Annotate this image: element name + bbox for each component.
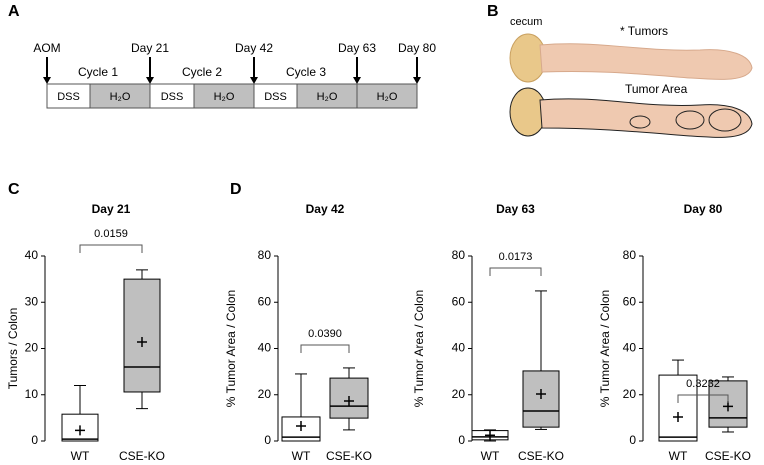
arrow-head [146,77,154,84]
y-tick-label: 20 [25,341,39,355]
chart-title: Day 21 [92,202,131,216]
mean-marker [75,425,85,436]
timeline-segment [356,83,418,109]
mean-marker [137,337,147,348]
y-tick-label: 0 [458,433,465,447]
box [123,278,161,393]
colon-photo [509,33,753,138]
y-tick-label: 20 [258,387,272,401]
segment-label: H₂O [110,91,131,103]
y-tick-label: 40 [452,341,466,355]
segment-label: H₂O [317,91,338,103]
significance-bracket [677,394,729,403]
timeline-marker: AOM [33,41,60,55]
timeline-segment [46,83,91,109]
chart-title: Day 80 [684,202,723,216]
photo-label: cecum [510,16,542,28]
y-tick-label: 60 [452,294,466,308]
y-tick-label: 20 [623,387,637,401]
arrow-head [353,77,361,84]
y-tick-label: 0 [629,433,636,447]
y-axis-label: Tumors / Colon [6,308,20,390]
y-axis-label: % Tumor Area / Colon [224,290,238,407]
timeline-segment [149,83,195,109]
significance-bracket [79,244,143,253]
mean-marker [485,430,495,441]
y-tick-label: 80 [623,248,637,262]
timeline-marker: Day 42 [235,41,273,55]
timeline-segment [253,83,298,109]
photo-label: * Tumors [620,24,668,38]
arrow-head [43,77,51,84]
p-value: 0.0173 [499,251,533,263]
timeline-segment [296,83,358,109]
panel-letter: D [230,181,242,198]
panel-letter: A [8,3,20,20]
y-tick-label: 80 [258,248,272,262]
arrow-head [413,77,421,84]
panel-letter: B [487,3,499,20]
y-tick-label: 30 [25,294,39,308]
mean-marker [536,389,546,400]
box [658,374,698,442]
mean-marker [296,420,306,431]
segment-label: H₂O [377,91,398,103]
x-tick-label: CSE-KO [119,449,165,463]
panel-letter: C [8,181,20,198]
timeline-segment [193,83,255,109]
segment-label: DSS [161,91,184,103]
timeline-marker: Day 21 [131,41,169,55]
x-tick-label: CSE-KO [705,449,751,463]
chart-title: Day 42 [306,202,345,216]
segment-label: DSS [264,91,287,103]
x-tick-label: CSE-KO [518,449,564,463]
photo-label: Tumor Area [625,82,688,96]
significance-bracket [300,344,350,353]
y-tick-label: 60 [623,294,637,308]
segment-label: DSS [57,91,80,103]
y-tick-label: 40 [258,341,272,355]
chart-title: Day 63 [496,202,535,216]
cycle-label: Cycle 2 [182,65,222,79]
cycle-label: Cycle 3 [286,65,326,79]
y-tick-label: 10 [25,387,39,401]
timeline-marker: Day 63 [338,41,376,55]
significance-bracket [489,267,542,276]
p-value: 0.3232 [686,378,720,390]
y-axis-label: % Tumor Area / Colon [598,290,612,407]
p-value: 0.0159 [94,228,128,240]
x-tick-label: WT [481,449,500,463]
y-tick-label: 0 [31,433,38,447]
y-tick-label: 20 [452,387,466,401]
x-tick-label: WT [669,449,688,463]
x-tick-label: WT [71,449,90,463]
y-tick-label: 0 [264,433,271,447]
y-tick-label: 60 [258,294,272,308]
y-tick-label: 40 [25,248,39,262]
p-value: 0.0390 [308,328,342,340]
mean-marker [344,395,354,406]
x-tick-label: WT [292,449,311,463]
segment-label: H₂O [214,91,235,103]
mean-marker [673,411,683,422]
timeline-marker: Day 80 [398,41,436,55]
y-tick-label: 40 [623,341,637,355]
cycle-label: Cycle 1 [78,65,118,79]
y-axis-label: % Tumor Area / Colon [412,290,426,407]
arrow-head [250,77,258,84]
x-tick-label: CSE-KO [326,449,372,463]
y-tick-label: 80 [452,248,466,262]
